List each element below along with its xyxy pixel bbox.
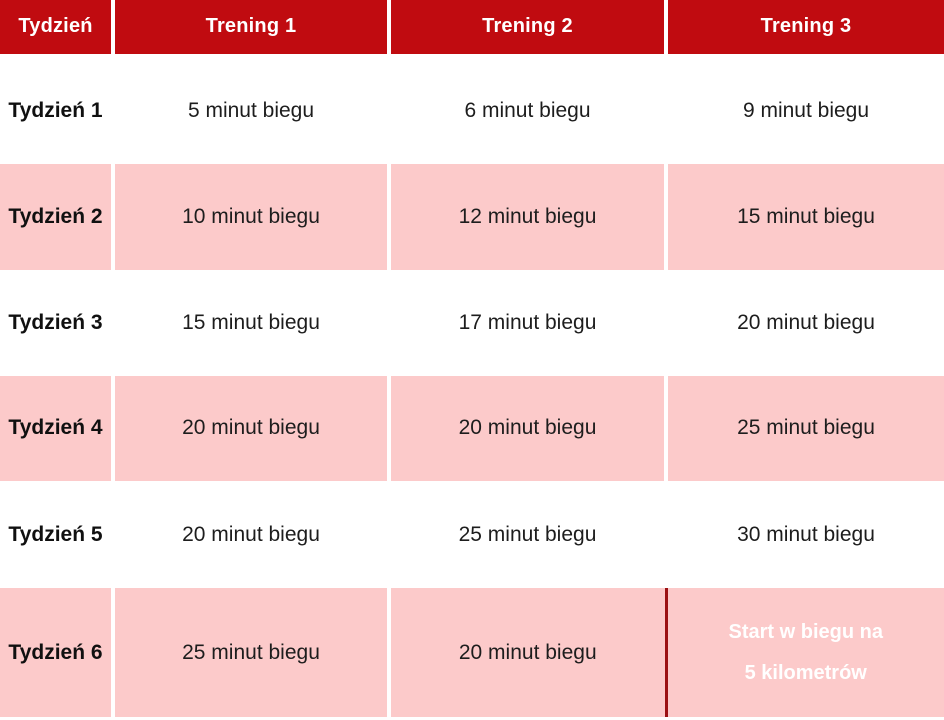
header-row: Tydzień Trening 1 Trening 2 Trening 3: [0, 0, 944, 59]
cell-trening-2: 25 minut biegu: [387, 481, 666, 589]
cell-trening-2: 20 minut biegu: [387, 588, 666, 720]
cell-trening-2: 17 minut biegu: [387, 269, 666, 376]
cell-trening-1: 15 minut biegu: [111, 269, 389, 376]
column-header-trening-2: Trening 2: [387, 0, 666, 59]
table-row-week-6: Tydzień 6 25 minut biegu 20 minut biegu …: [0, 588, 944, 720]
week-label: Tydzień 6: [0, 588, 113, 720]
table-row-week-4: Tydzień 4 20 minut biegu 20 minut biegu …: [0, 375, 944, 482]
column-header-week: Tydzień: [0, 0, 113, 59]
cell-trening-3: 30 minut biegu: [664, 481, 944, 589]
table-row-week-1: Tydzień 1 5 minut biegu 6 minut biegu 9 …: [0, 56, 944, 164]
cell-trening-2: 20 minut biegu: [387, 375, 666, 482]
race-start-line-2: 5 kilometrów: [744, 662, 867, 685]
table-row-week-5: Tydzień 5 20 minut biegu 25 minut biegu …: [0, 481, 944, 589]
race-start-highlight-cell: Start w biegu na 5 kilometrów: [664, 588, 944, 720]
cell-trening-2: 6 minut biegu: [387, 56, 666, 164]
cell-trening-1: 25 minut biegu: [111, 588, 389, 720]
week-label: Tydzień 3: [0, 269, 113, 376]
week-label: Tydzień 2: [0, 163, 113, 270]
week-label: Tydzień 1: [0, 56, 113, 164]
cell-trening-3: 9 minut biegu: [664, 56, 944, 164]
column-header-trening-3: Trening 3: [664, 0, 944, 59]
cell-trening-1: 5 minut biegu: [111, 56, 389, 164]
week-label: Tydzień 5: [0, 481, 113, 589]
cell-trening-3: 15 minut biegu: [664, 163, 944, 270]
column-header-trening-1: Trening 1: [111, 0, 389, 59]
week-label: Tydzień 4: [0, 375, 113, 482]
cell-trening-1: 20 minut biegu: [111, 481, 389, 589]
cell-trening-3: 20 minut biegu: [664, 269, 944, 376]
race-start-line-1: Start w biegu na: [728, 621, 883, 644]
table-row-week-3: Tydzień 3 15 minut biegu 17 minut biegu …: [0, 269, 944, 376]
cell-trening-2: 12 minut biegu: [387, 163, 666, 270]
cell-trening-1: 10 minut biegu: [111, 163, 389, 270]
cell-trening-1: 20 minut biegu: [111, 375, 389, 482]
table-row-week-2: Tydzień 2 10 minut biegu 12 minut biegu …: [0, 163, 944, 270]
cell-trening-3: 25 minut biegu: [664, 375, 944, 482]
